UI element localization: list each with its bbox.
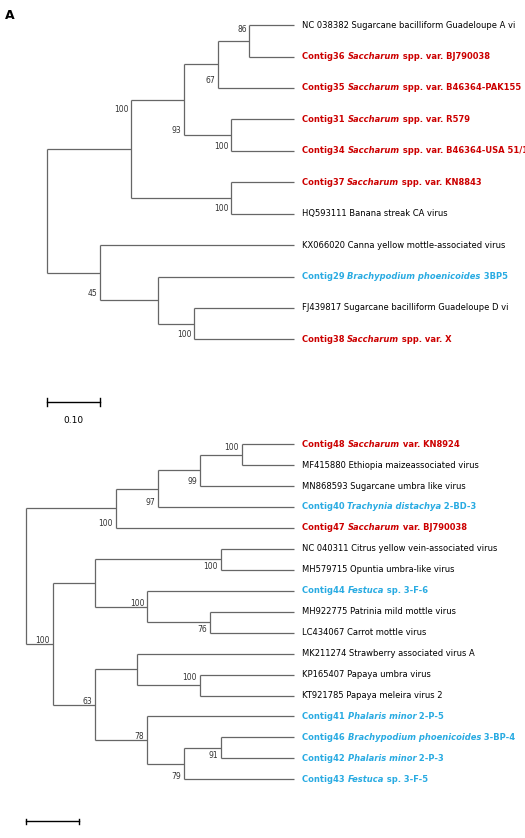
- Text: Saccharum: Saccharum: [348, 115, 400, 124]
- Text: spp. var. KN8843: spp. var. KN8843: [400, 178, 482, 187]
- Text: NC 040311 Citrus yellow vein-associated virus: NC 040311 Citrus yellow vein-associated …: [302, 545, 497, 553]
- Text: 91: 91: [208, 751, 218, 760]
- Text: 100: 100: [98, 520, 113, 528]
- Text: 100: 100: [214, 142, 228, 151]
- Text: 2-BD-3: 2-BD-3: [442, 503, 477, 511]
- Text: Trachynia distachya: Trachynia distachya: [348, 503, 442, 511]
- Text: Contig37: Contig37: [302, 178, 347, 187]
- Text: sp. 3-F-5: sp. 3-F-5: [384, 775, 428, 784]
- Text: NC 038382 Sugarcane bacilliform Guadeloupe A vi: NC 038382 Sugarcane bacilliform Guadelou…: [302, 21, 515, 29]
- Text: 100: 100: [177, 330, 192, 339]
- Text: Festuca: Festuca: [348, 775, 384, 784]
- Text: Contig44: Contig44: [302, 587, 348, 595]
- Text: spp. var. X: spp. var. X: [400, 335, 452, 344]
- Text: 93: 93: [171, 126, 181, 135]
- Text: Saccharum: Saccharum: [348, 52, 400, 61]
- Text: spp. var. B46364-PAK155: spp. var. B46364-PAK155: [400, 84, 521, 92]
- Text: Contig42: Contig42: [302, 754, 348, 763]
- Text: KP165407 Papaya umbra virus: KP165407 Papaya umbra virus: [302, 670, 430, 679]
- Text: Contig35: Contig35: [302, 84, 348, 92]
- Text: Brachypodium phoenicoides: Brachypodium phoenicoides: [348, 272, 481, 281]
- Text: Saccharum: Saccharum: [348, 524, 400, 532]
- Text: 45: 45: [87, 289, 97, 298]
- Text: Contig29: Contig29: [302, 272, 348, 281]
- Text: 0.10: 0.10: [64, 416, 83, 426]
- Text: 100: 100: [224, 442, 239, 452]
- Text: Festuca: Festuca: [348, 587, 384, 595]
- Text: 100: 100: [35, 636, 50, 645]
- Text: 86: 86: [237, 25, 247, 34]
- Text: Contig38: Contig38: [302, 335, 347, 344]
- Text: MF415880 Ethiopia maizeassociated virus: MF415880 Ethiopia maizeassociated virus: [302, 461, 479, 469]
- Text: Saccharum: Saccharum: [347, 178, 400, 187]
- Text: MK211274 Strawberry associated virus A: MK211274 Strawberry associated virus A: [302, 649, 475, 658]
- Text: A: A: [5, 9, 15, 23]
- Text: 3-BP-4: 3-BP-4: [481, 733, 515, 742]
- Text: Contig34: Contig34: [302, 147, 348, 155]
- Text: 100: 100: [182, 673, 197, 682]
- Text: 97: 97: [145, 499, 155, 507]
- Text: Saccharum: Saccharum: [348, 84, 400, 92]
- Text: Contig48: Contig48: [302, 440, 348, 448]
- Text: 100: 100: [130, 599, 144, 608]
- Text: 99: 99: [187, 478, 197, 486]
- Text: spp. var. BJ790038: spp. var. BJ790038: [400, 52, 489, 61]
- Text: FJ439817 Sugarcane bacilliform Guadeloupe D vi: FJ439817 Sugarcane bacilliform Guadeloup…: [302, 303, 508, 313]
- Text: MH922775 Patrinia mild mottle virus: MH922775 Patrinia mild mottle virus: [302, 608, 456, 616]
- Text: 76: 76: [197, 625, 207, 634]
- Text: 67: 67: [205, 75, 215, 85]
- Text: Phalaris minor: Phalaris minor: [348, 754, 416, 763]
- Text: 100: 100: [214, 204, 228, 214]
- Text: var. KN8924: var. KN8924: [400, 440, 459, 448]
- Text: Contig41: Contig41: [302, 712, 348, 721]
- Text: spp. var. B46364-USA 51/1: spp. var. B46364-USA 51/1: [400, 147, 525, 155]
- Text: Brachypodium phoenicoides: Brachypodium phoenicoides: [348, 733, 481, 742]
- Text: 100: 100: [203, 562, 218, 572]
- Text: Contig36: Contig36: [302, 52, 348, 61]
- Text: Contig31: Contig31: [302, 115, 348, 124]
- Text: Saccharum: Saccharum: [348, 440, 400, 448]
- Text: 63: 63: [82, 697, 92, 706]
- Text: Contig43: Contig43: [302, 775, 348, 784]
- Text: KT921785 Papaya meleira virus 2: KT921785 Papaya meleira virus 2: [302, 691, 443, 700]
- Text: Contig40: Contig40: [302, 503, 348, 511]
- Text: LC434067 Carrot mottle virus: LC434067 Carrot mottle virus: [302, 628, 426, 637]
- Text: 3BP5: 3BP5: [481, 272, 508, 281]
- Text: 100: 100: [114, 105, 129, 114]
- Text: MN868593 Sugarcane umbra like virus: MN868593 Sugarcane umbra like virus: [302, 482, 466, 490]
- Text: spp. var. R579: spp. var. R579: [400, 115, 469, 124]
- Text: Saccharum: Saccharum: [348, 147, 400, 155]
- Text: HQ593111 Banana streak CA virus: HQ593111 Banana streak CA virus: [302, 210, 447, 218]
- Text: 2-P-3: 2-P-3: [416, 754, 444, 763]
- Text: 79: 79: [171, 772, 181, 781]
- Text: 78: 78: [135, 732, 144, 742]
- Text: 2-P-5: 2-P-5: [416, 712, 444, 721]
- Text: Saccharum: Saccharum: [347, 335, 400, 344]
- Text: var. BJ790038: var. BJ790038: [400, 524, 467, 532]
- Text: Contig47: Contig47: [302, 524, 348, 532]
- Text: Phalaris minor: Phalaris minor: [348, 712, 416, 721]
- Text: Contig46: Contig46: [302, 733, 348, 742]
- Text: sp. 3-F-6: sp. 3-F-6: [384, 587, 428, 595]
- Text: MH579715 Opuntia umbra-like virus: MH579715 Opuntia umbra-like virus: [302, 566, 454, 574]
- Text: KX066020 Canna yellow mottle-associated virus: KX066020 Canna yellow mottle-associated …: [302, 241, 505, 250]
